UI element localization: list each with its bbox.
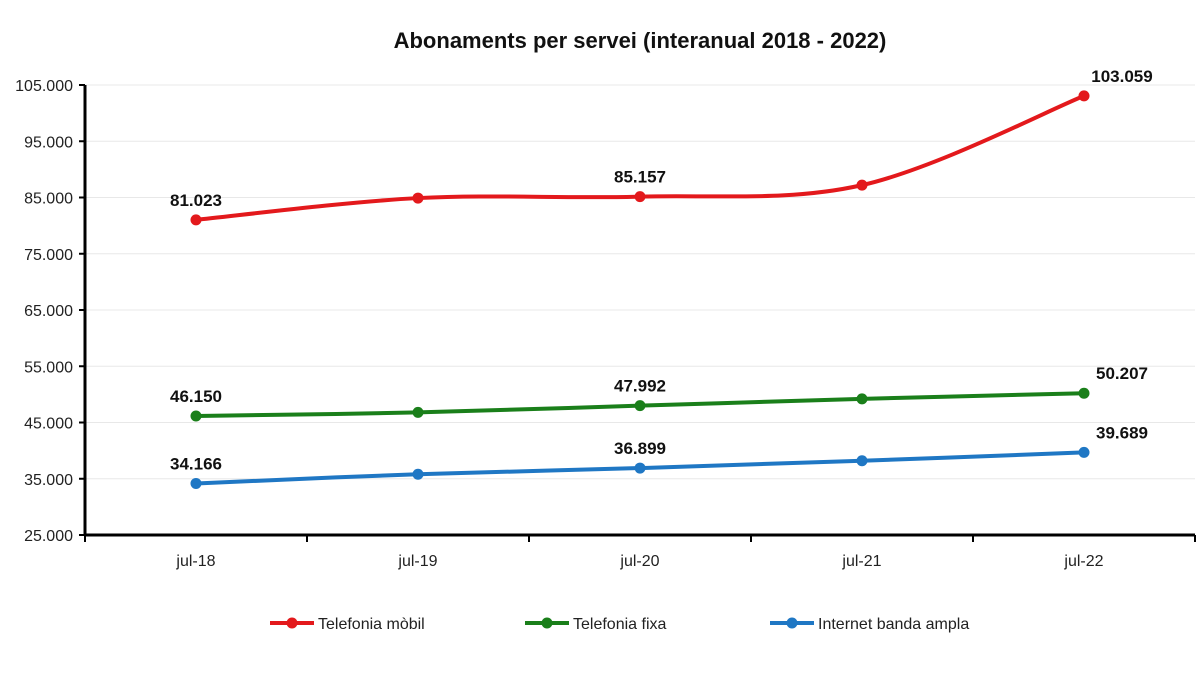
x-tick-label: jul-18 [175, 553, 215, 570]
chart-title: Abonaments per servei (interanual 2018 -… [394, 28, 887, 53]
data-label: 47.992 [614, 377, 666, 396]
data-point [1078, 387, 1090, 399]
data-point [412, 406, 424, 418]
data-label: 36.899 [614, 439, 666, 458]
data-point [1078, 446, 1090, 458]
legend-item: Telefonia mòbil [270, 616, 425, 633]
data-point [190, 477, 202, 489]
legend-item: Telefonia fixa [525, 616, 666, 633]
y-tick-label: 25.000 [24, 528, 73, 545]
data-label: 34.166 [170, 454, 222, 473]
data-label: 39.689 [1096, 423, 1148, 442]
data-label: 50.207 [1096, 364, 1148, 383]
data-point [856, 455, 868, 467]
y-tick-label: 105.000 [15, 78, 73, 95]
data-point [190, 214, 202, 226]
data-point [1078, 90, 1090, 102]
legend-label: Telefonia mòbil [318, 616, 425, 633]
data-point [634, 191, 646, 203]
data-point [856, 179, 868, 191]
data-point [190, 410, 202, 422]
legend: Telefonia mòbil Telefonia fixa Internet ba… [270, 616, 969, 633]
data-label: 103.059 [1091, 67, 1152, 86]
axes: 25.000 35.000 45.000 55.000 65.000 75.000 85.0… [15, 78, 1196, 570]
data-point [856, 393, 868, 405]
legend-marker [786, 617, 798, 629]
data-point [634, 400, 646, 412]
data-point [634, 462, 646, 474]
series-telefonia-m-bil: 81.023 85.157 103.059 [170, 67, 1153, 226]
y-tick-label: 45.000 [24, 416, 73, 433]
y-tick-label: 75.000 [24, 247, 73, 264]
legend-marker [286, 617, 298, 629]
data-label: 81.023 [170, 191, 222, 210]
legend-item: Internet banda ampla [770, 616, 969, 633]
y-tick-label: 65.000 [24, 303, 73, 320]
y-tick-label: 35.000 [24, 472, 73, 489]
gridlines [85, 84, 1195, 480]
legend-marker [541, 617, 553, 629]
data-label: 46.150 [170, 387, 222, 406]
y-tick-label: 95.000 [24, 134, 73, 151]
x-tick-label: jul-19 [397, 553, 437, 570]
data-point [412, 468, 424, 480]
series-telefonia-fixa: 46.150 47.992 50.207 [170, 364, 1148, 422]
x-tick-label: jul-21 [841, 553, 881, 570]
y-tick-label: 85.000 [24, 191, 73, 208]
legend-label: Internet banda ampla [818, 616, 969, 633]
data-point [412, 192, 424, 204]
series-group: 81.023 85.157 103.059 46.150 47.992 50.207 34.… [170, 67, 1153, 489]
x-tick-label: jul-22 [1063, 553, 1103, 570]
x-tick-label: jul-20 [619, 553, 659, 570]
legend-label: Telefonia fixa [573, 616, 666, 633]
data-label: 85.157 [614, 168, 666, 187]
series-internet-banda-ampla: 34.166 36.899 39.689 [170, 423, 1148, 489]
y-tick-label: 55.000 [24, 359, 73, 376]
